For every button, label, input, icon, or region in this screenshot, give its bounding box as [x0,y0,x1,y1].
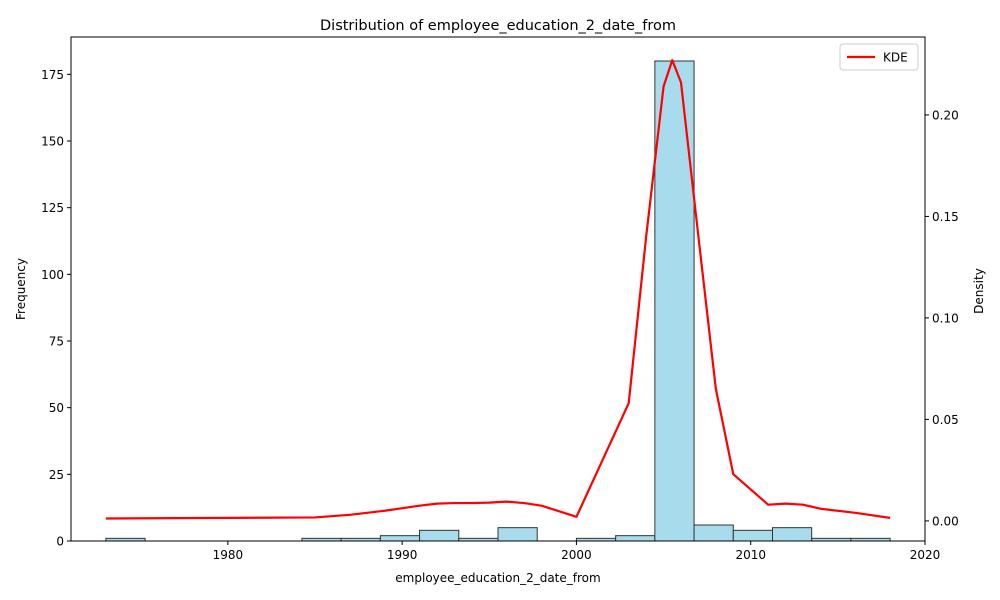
x-tick-label: 1990 [387,548,418,562]
y2-tick-label: 0.05 [932,413,959,427]
y-tick-label: 75 [49,335,64,349]
y-tick-label: 0 [56,535,64,549]
y-axis-label: Frequency [14,258,28,320]
y-tick-label: 100 [41,268,64,282]
y2-tick-label: 0.10 [932,311,959,325]
legend: KDE [839,43,919,71]
histogram-bar [693,524,734,542]
histogram-bars [105,60,891,542]
plot-frame [70,36,926,542]
y2-tick-label: 0.20 [932,108,959,122]
x-tick-label: 2010 [735,548,766,562]
y-tick-label: 150 [41,135,64,149]
kde-layer [105,59,891,520]
y-tick-label: 50 [49,401,64,415]
histogram-bar [615,535,656,542]
histogram-bar [732,529,773,542]
y-tick-label: 125 [41,201,64,215]
histogram-bar [419,529,460,542]
legend-box [839,43,919,71]
y2-axis-label: Density [972,268,986,314]
y-axis-ticks: 0 25 50 75 100 125 150 175 [41,68,71,549]
y2-axis-ticks: 0.00 0.05 0.10 0.15 0.20 [925,108,959,528]
y2-tick-label: 0.00 [932,514,959,528]
x-axis-ticks: 1980 1990 2000 2010 2020 [213,541,941,562]
chart-title: Distribution of employee_education_2_dat… [320,18,676,34]
histogram-bar [772,527,813,542]
y-tick-label: 25 [49,468,64,482]
x-tick-label: 1980 [213,548,244,562]
x-tick-label: 2020 [910,548,941,562]
histogram-bar [497,527,538,542]
y2-tick-label: 0.15 [932,210,959,224]
y-tick-label: 175 [41,68,64,82]
x-axis-label: employee_education_2_date_from [395,571,600,585]
x-tick-label: 2000 [561,548,592,562]
kde-line [105,59,891,520]
legend-label-kde: KDE [883,51,908,65]
histogram-bar [379,535,421,542]
histogram-bar [654,60,695,542]
